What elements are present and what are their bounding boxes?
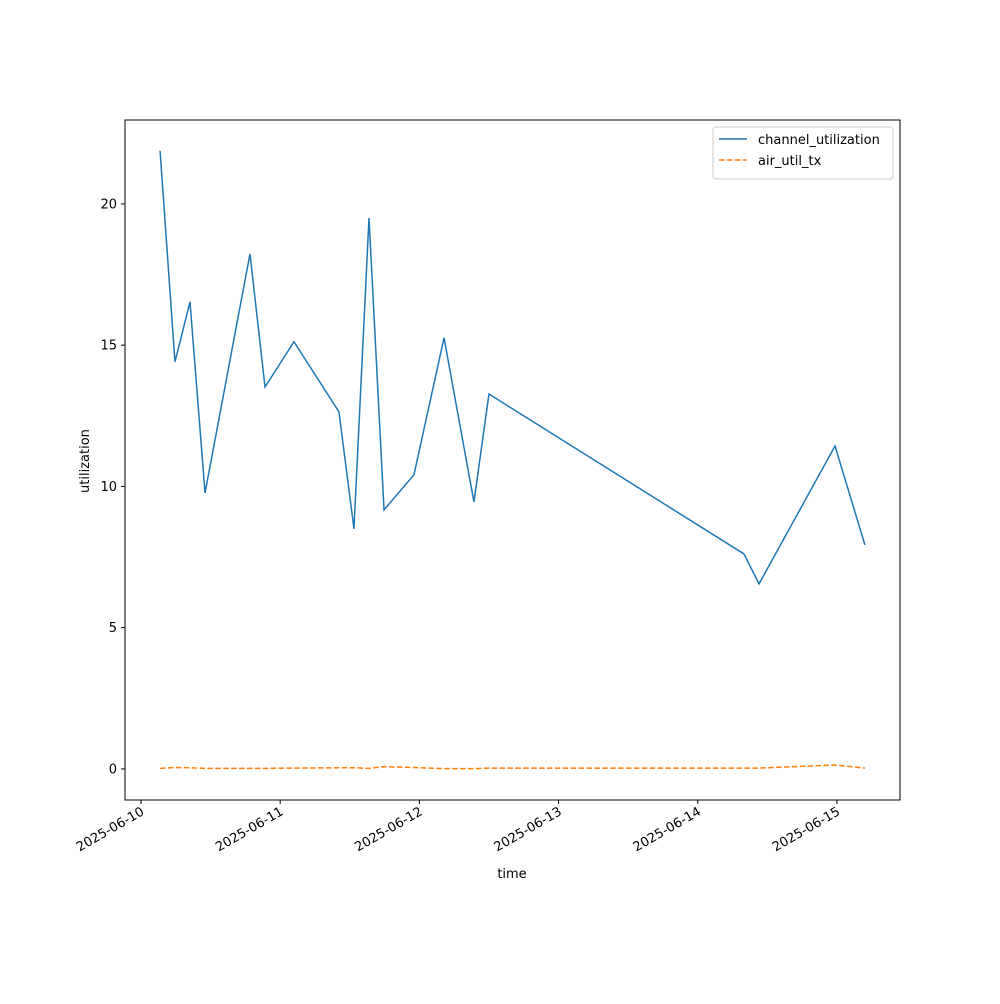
y-tick-label: 10: [100, 480, 117, 495]
line-series: [159, 150, 866, 586]
plot-frame: [124, 119, 901, 801]
line-series: [160, 764, 866, 770]
y-tick-label: 15: [100, 339, 117, 354]
x-tick-label: 2025-06-12: [352, 804, 425, 855]
x-tick-label: 2025-06-15: [770, 804, 843, 855]
y-tick-label: 20: [100, 197, 117, 212]
y-axis-label: utilization: [78, 429, 93, 493]
x-tick-label: 2025-06-11: [213, 804, 286, 855]
legend-label: air_util_tx: [758, 154, 822, 169]
x-tick-label: 2025-06-14: [631, 804, 704, 855]
x-tick-label: 2025-06-10: [74, 804, 147, 855]
x-axis-label: time: [497, 867, 526, 882]
legend-box: [712, 126, 894, 180]
y-tick-label: 0: [109, 762, 117, 777]
x-tick-label: 2025-06-13: [492, 804, 565, 855]
y-tick-label: 5: [109, 621, 117, 636]
legend-label: channel_utilization: [758, 133, 880, 148]
